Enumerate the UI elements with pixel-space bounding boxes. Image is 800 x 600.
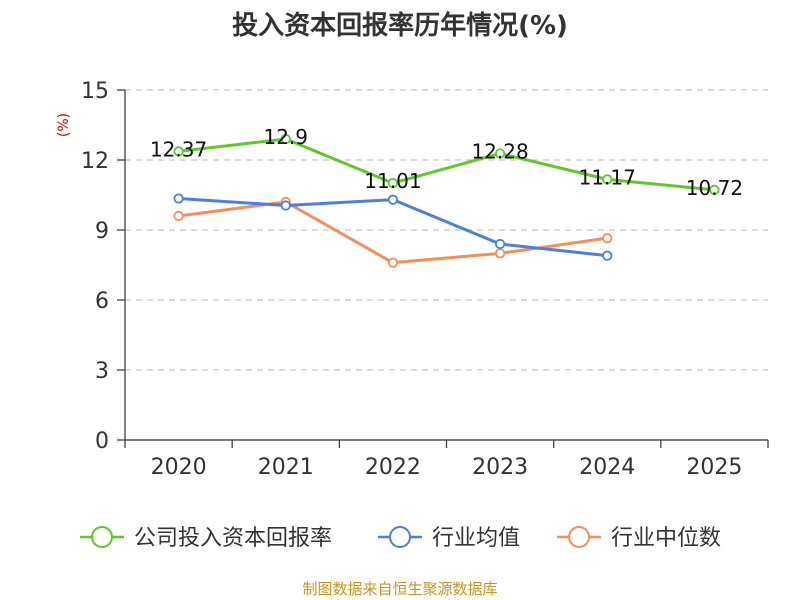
x-tick-label: 2024 — [579, 455, 635, 480]
y-tick-label: 0 — [95, 429, 109, 454]
data-label: 11.17 — [579, 165, 636, 189]
series-line — [177, 137, 716, 192]
data-point — [387, 257, 399, 268]
data-point — [280, 200, 291, 211]
data-point — [602, 174, 613, 185]
data-labels: 12.37 12.9 11.01 12.28 11.17 10.72 — [150, 125, 743, 200]
y-tick-label: 9 — [95, 219, 109, 244]
data-point — [173, 210, 184, 222]
data-point — [494, 238, 506, 250]
series-layer — [173, 133, 720, 268]
y-tick-label: 15 — [81, 79, 109, 104]
legend: 公司投入资本回报率 行业均值 行业中位数 — [80, 526, 721, 551]
data-point — [173, 146, 184, 157]
legend-swatch-marker — [568, 526, 590, 548]
chart-title: 投入资本回报率历年情况(%) — [232, 10, 568, 41]
data-point — [494, 248, 506, 259]
source-note: 制图数据来自恒生聚源数据库 — [302, 580, 497, 598]
data-point — [387, 178, 399, 189]
data-point — [494, 148, 506, 159]
data-label: 10.72 — [686, 176, 743, 200]
y-tick-label: 3 — [95, 359, 109, 384]
data-label: 12.9 — [263, 125, 308, 149]
data-label: 12.37 — [150, 137, 207, 161]
gridlines — [125, 89, 768, 371]
legend-label: 行业均值 — [432, 526, 520, 551]
legend-swatch-marker — [389, 526, 411, 548]
legend-label: 行业中位数 — [611, 526, 721, 551]
data-point — [602, 250, 613, 261]
x-tick-label: 2025 — [686, 455, 742, 480]
legend-swatch-marker — [91, 526, 113, 548]
y-axis-unit-label: (%) — [56, 113, 72, 137]
x-tick-label: 2020 — [151, 455, 207, 480]
y-tick-label: 6 — [95, 289, 109, 314]
x-tick-label: 2022 — [365, 455, 421, 480]
data-point — [709, 184, 720, 195]
data-point — [602, 233, 613, 244]
data-label: 11.01 — [364, 169, 421, 193]
data-point — [173, 193, 184, 204]
data-label: 12.28 — [471, 139, 528, 163]
x-tick-label: 2021 — [258, 455, 314, 480]
data-point — [280, 133, 291, 145]
legend-label: 公司投入资本回报率 — [134, 526, 332, 551]
x-tick-label: 2023 — [472, 455, 528, 480]
axes: 0 3 6 9 12 15 2020 2021 2022 2023 2024 2025 — [81, 79, 769, 480]
data-point — [387, 194, 399, 205]
series-line — [177, 200, 609, 265]
y-tick-label: 12 — [81, 149, 109, 174]
